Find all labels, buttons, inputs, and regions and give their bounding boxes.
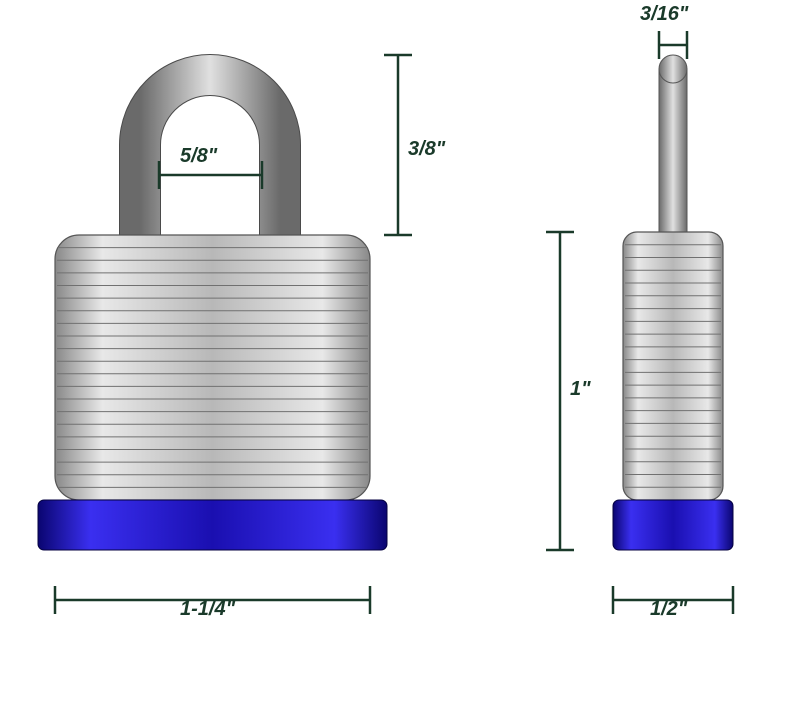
svg-text:1-1/4": 1-1/4" bbox=[180, 598, 236, 620]
dim-shackle-height: 3/8" bbox=[384, 55, 446, 235]
front-bumper bbox=[38, 500, 387, 550]
side-body bbox=[623, 232, 723, 500]
dim-body-depth: 1/2" bbox=[613, 586, 733, 620]
svg-text:3/8": 3/8" bbox=[408, 138, 446, 160]
svg-text:1/2": 1/2" bbox=[650, 598, 688, 620]
front-view: 5/8" 3/8" 1-1/4" bbox=[38, 55, 446, 620]
svg-text:3/16": 3/16" bbox=[640, 3, 689, 25]
side-shackle bbox=[659, 55, 687, 240]
dim-shackle-thickness: 3/16" bbox=[640, 3, 689, 59]
dim-body-width: 1-1/4" bbox=[55, 586, 370, 620]
svg-text:5/8": 5/8" bbox=[180, 145, 218, 167]
side-view: 3/16" 1" 1/2" bbox=[546, 3, 733, 620]
side-bumper bbox=[613, 500, 733, 550]
padlock-dimension-diagram: 5/8" 3/8" 1-1/4" bbox=[0, 0, 800, 708]
svg-text:1": 1" bbox=[570, 378, 591, 400]
dim-body-height: 1" bbox=[546, 232, 591, 550]
dim-shackle-width: 5/8" bbox=[159, 145, 262, 189]
front-body bbox=[55, 235, 370, 500]
